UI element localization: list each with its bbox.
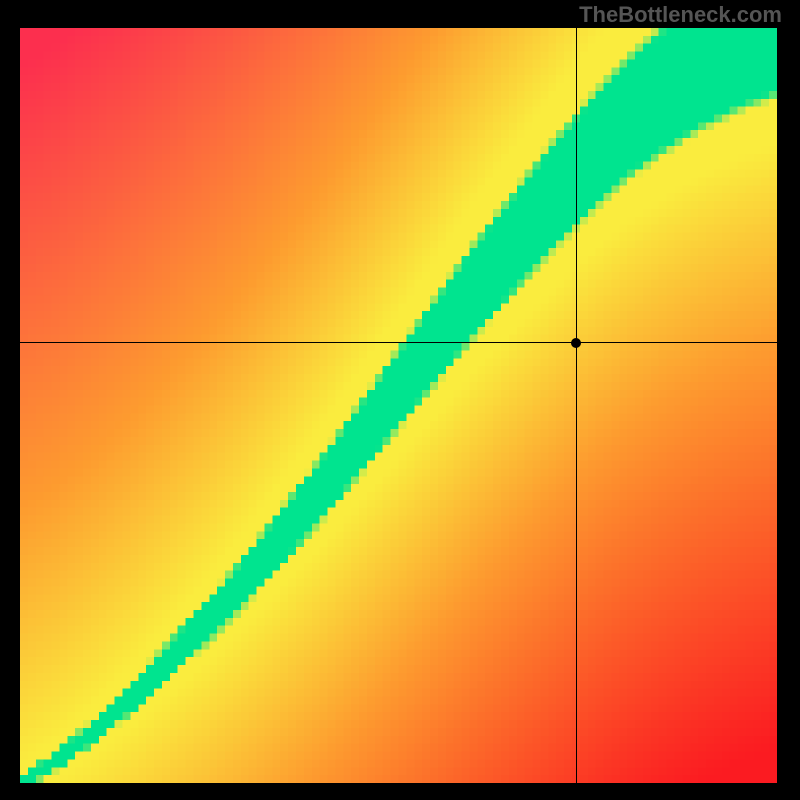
crosshair-vertical [576, 28, 577, 783]
watermark-text: TheBottleneck.com [579, 2, 782, 28]
crosshair-horizontal [20, 342, 777, 343]
bottleneck-heatmap [20, 28, 777, 783]
chart-container: { "watermark": { "text": "TheBottleneck.… [0, 0, 800, 800]
